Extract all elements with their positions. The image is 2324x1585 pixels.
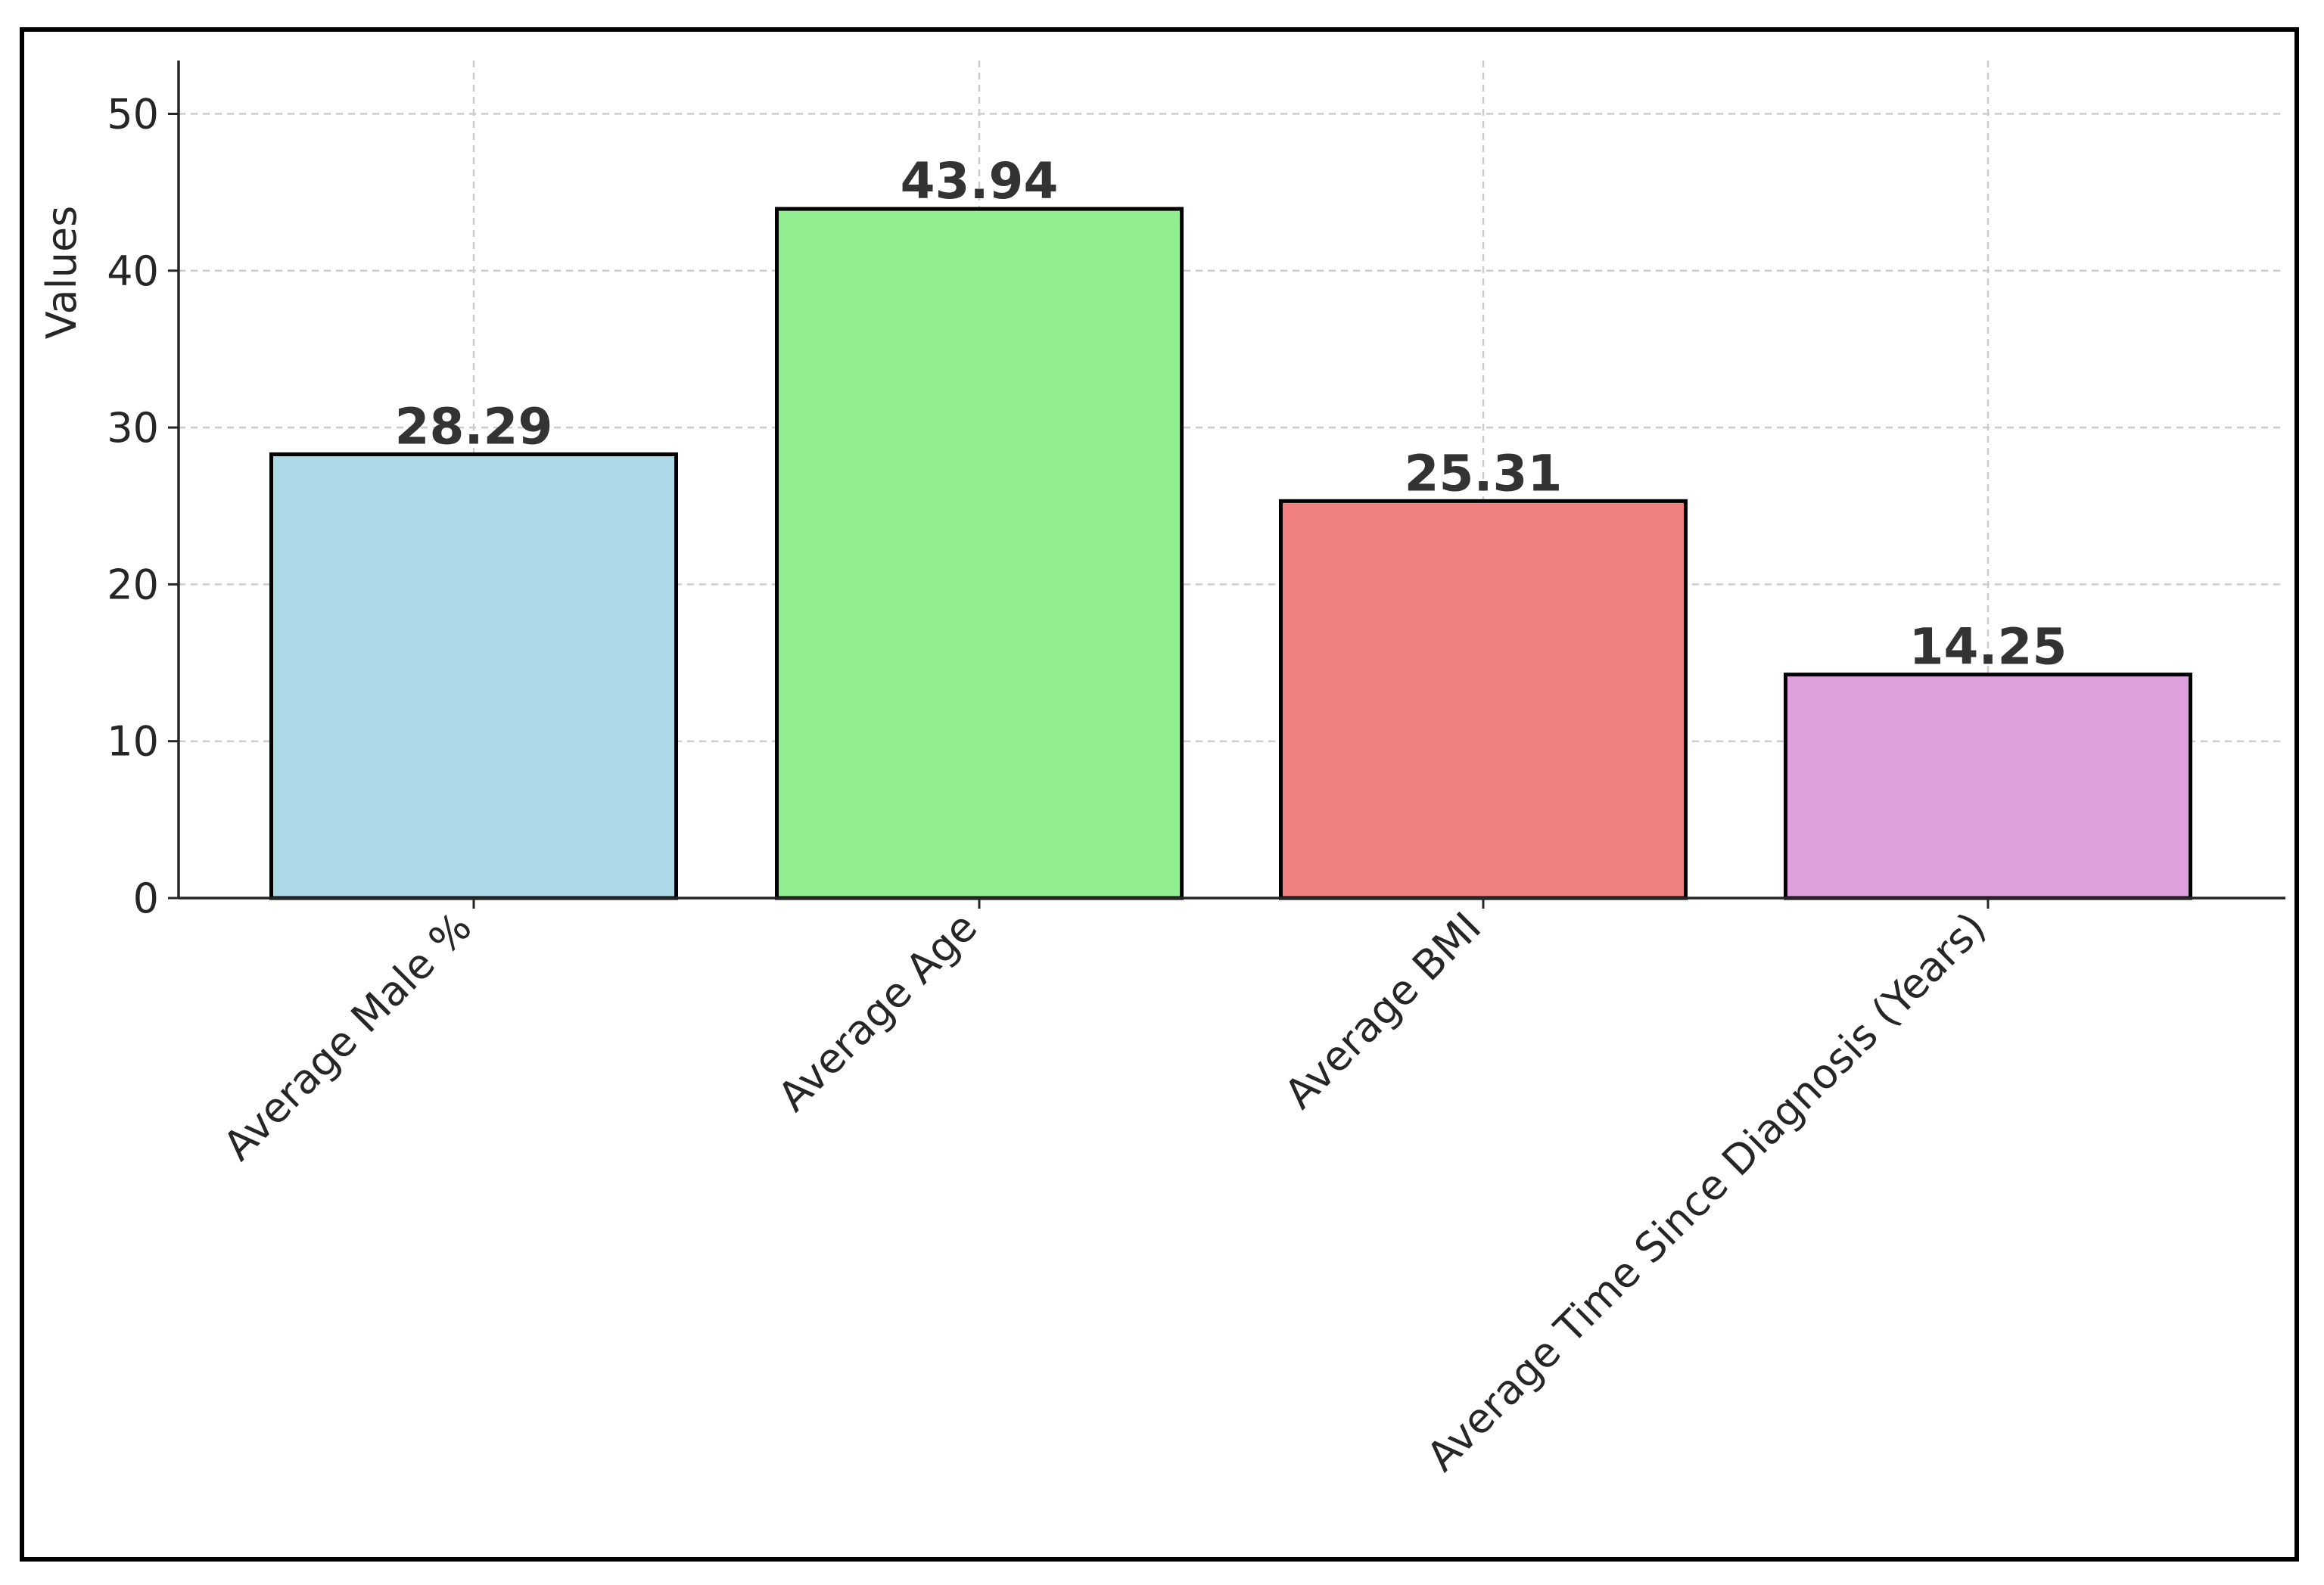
y-tick-label: 20: [107, 561, 159, 608]
bar: [1784, 673, 2192, 900]
bar: [1279, 499, 1688, 900]
data-label: 28.29: [395, 398, 553, 456]
data-label: 43.94: [901, 152, 1059, 210]
bars: [269, 207, 2192, 900]
bar: [775, 207, 1184, 900]
data-label: 14.25: [1909, 618, 2067, 676]
x-tick-label: Average BMI: [1275, 903, 1490, 1118]
y-tick-label: 10: [107, 718, 159, 766]
x-tick-label: Average Time Since Diagnosis (Years): [1417, 903, 1995, 1481]
y-tick-label: 40: [107, 247, 159, 295]
y-tick-label: 0: [133, 875, 159, 922]
y-tick-label: 30: [107, 404, 159, 452]
bar: [269, 452, 678, 900]
x-tick-label: Average Male %: [214, 903, 481, 1170]
y-axis-label: Values: [38, 206, 86, 339]
data-label: 25.31: [1405, 444, 1563, 502]
y-tick-label: 50: [107, 90, 159, 138]
x-tick-label: Average Age: [769, 903, 986, 1120]
labels: 28.29 43.94 25.31 14.25: [395, 152, 2067, 676]
